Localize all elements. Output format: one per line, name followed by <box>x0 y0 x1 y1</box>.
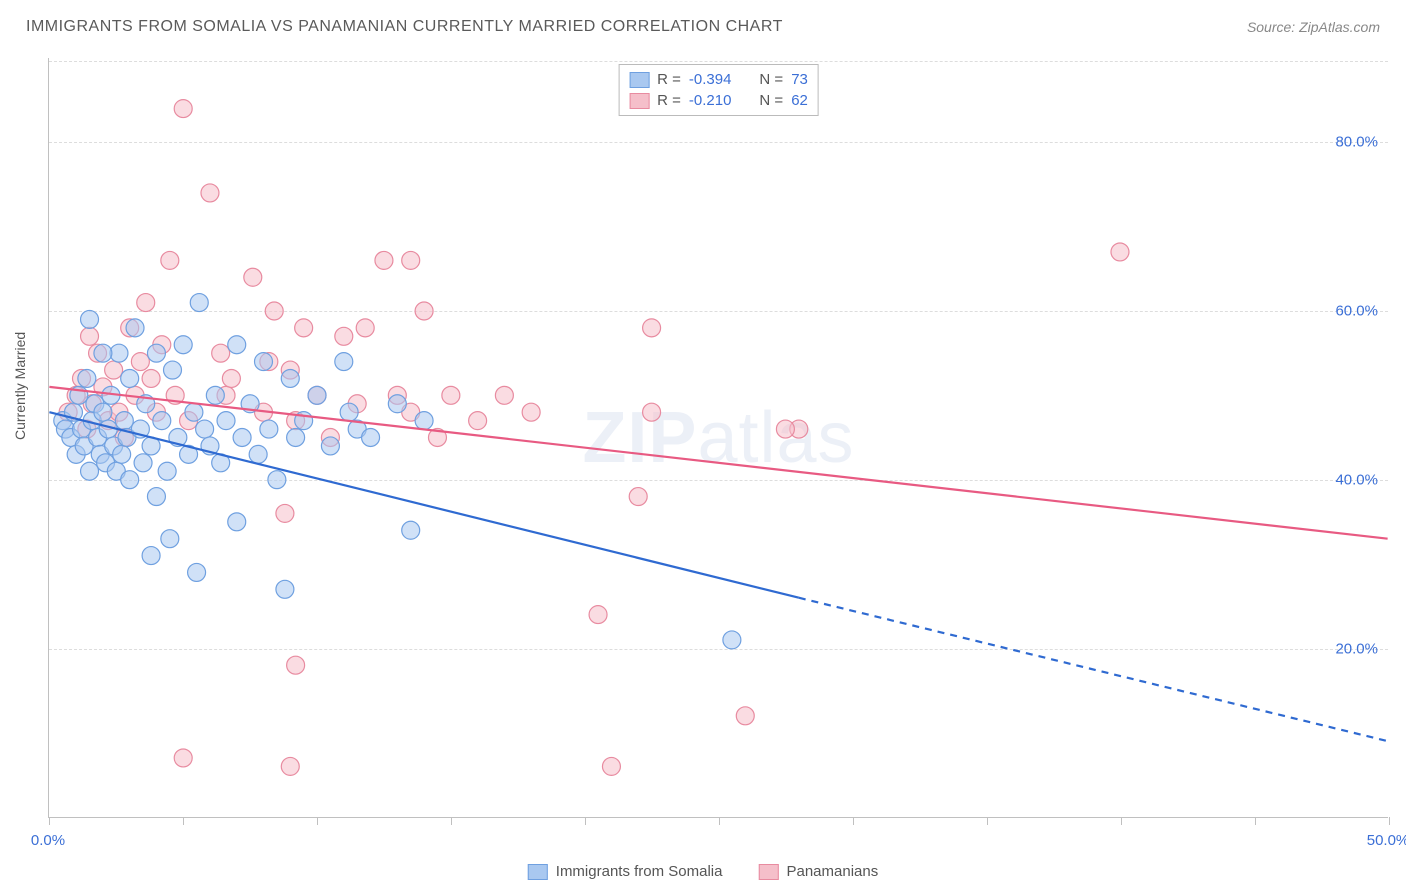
chart-title: IMMIGRANTS FROM SOMALIA VS PANAMANIAN CU… <box>26 18 783 36</box>
legend-item-panamanians: Panamanians <box>758 863 878 880</box>
swatch-panamanians-icon <box>758 864 778 880</box>
x-tick <box>987 817 988 825</box>
x-tick <box>1389 817 1390 825</box>
x-tick <box>719 817 720 825</box>
x-tick <box>853 817 854 825</box>
r-value-panamanians: -0.210 <box>689 92 732 109</box>
series-legend: Immigrants from Somalia Panamanians <box>528 863 878 880</box>
legend-label-panamanians: Panamanians <box>786 863 878 880</box>
swatch-somalia-icon <box>528 864 548 880</box>
x-tick-label: 0.0% <box>31 832 65 849</box>
swatch-somalia <box>629 72 649 88</box>
source-attribution: Source: ZipAtlas.com <box>1247 19 1380 35</box>
correlation-legend: R = -0.394 N = 73 R = -0.210 N = 62 <box>618 64 819 116</box>
legend-label-somalia: Immigrants from Somalia <box>556 863 723 880</box>
x-tick-label: 50.0% <box>1367 832 1406 849</box>
legend-row-panamanians: R = -0.210 N = 62 <box>629 90 808 111</box>
y-axis-label: Currently Married <box>12 332 28 440</box>
n-value-panamanians: 62 <box>791 92 808 109</box>
legend-row-somalia: R = -0.394 N = 73 <box>629 69 808 90</box>
x-tick <box>451 817 452 825</box>
x-tick <box>1121 817 1122 825</box>
n-value-somalia: 73 <box>791 71 808 88</box>
chart-plot-area: ZIPatlas R = -0.394 N = 73 R = -0.210 N … <box>48 58 1388 818</box>
swatch-panamanians <box>629 93 649 109</box>
scatter-svg <box>49 58 1388 817</box>
x-tick <box>183 817 184 825</box>
x-tick <box>317 817 318 825</box>
x-tick <box>1255 817 1256 825</box>
x-tick <box>49 817 50 825</box>
x-tick <box>585 817 586 825</box>
legend-item-somalia: Immigrants from Somalia <box>528 863 723 880</box>
r-value-somalia: -0.394 <box>689 71 732 88</box>
